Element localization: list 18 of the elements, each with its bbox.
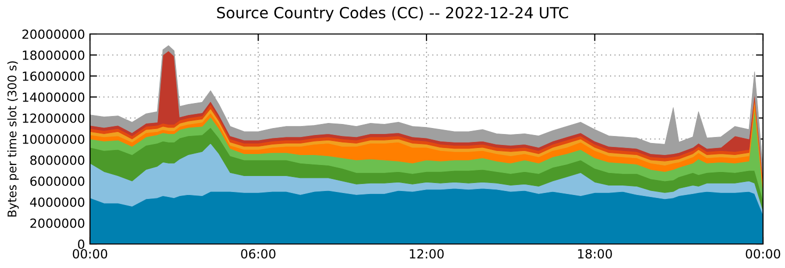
y-tick-label: 16000000 [22, 71, 84, 81]
y-tick-label: 2000000 [30, 218, 84, 228]
x-tick-label: 06:00 [241, 249, 276, 259]
y-tick-label: 6000000 [30, 176, 84, 186]
y-tick-label: 20000000 [22, 29, 84, 39]
y-tick-label: 18000000 [22, 50, 84, 60]
y-tick-label: 0 [78, 239, 84, 249]
y-tick-label: 10000000 [22, 134, 84, 144]
y-tick-label: 12000000 [22, 113, 84, 123]
y-tick-label: 4000000 [30, 197, 84, 207]
x-tick-label: 00:00 [746, 249, 780, 259]
x-tick-label: 18:00 [578, 249, 612, 259]
chart-title: Source Country Codes (CC) -- 2022-12-24 UTC [217, 6, 568, 22]
y-axis-title: Bytes per time slot (300 s) [7, 61, 19, 217]
y-tick-label: 8000000 [30, 155, 84, 165]
x-tick-label: 12:00 [410, 249, 444, 259]
x-tick-label: 00:00 [72, 249, 108, 259]
y-tick-label: 14000000 [22, 92, 84, 102]
